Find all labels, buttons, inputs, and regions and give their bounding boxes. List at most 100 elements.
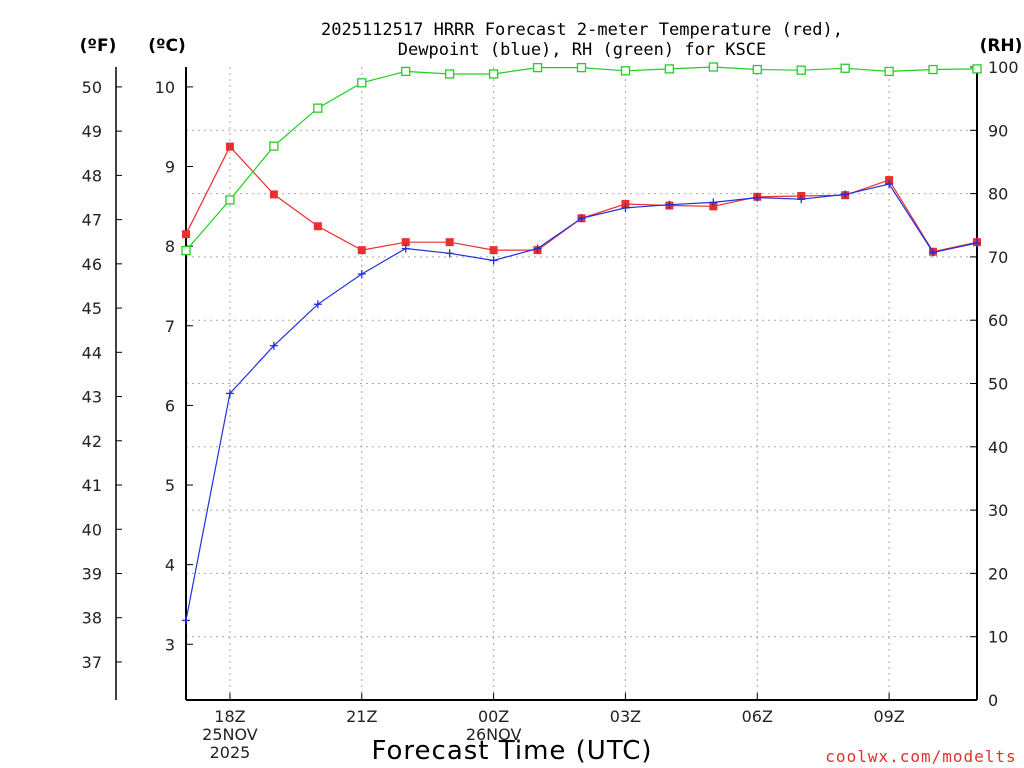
rh-tick-label: 90 xyxy=(988,121,1008,140)
dewpoint-marker xyxy=(709,198,718,207)
rh-tick-label: 20 xyxy=(988,564,1008,583)
rh-marker xyxy=(445,69,455,79)
rh-tick-label: 50 xyxy=(988,375,1008,394)
celsius-tick-label: 4 xyxy=(165,556,175,575)
rh-tick-label: 0 xyxy=(988,691,998,710)
fahrenheit-tick-label: 43 xyxy=(82,388,102,407)
rh-unit-label: (RH) xyxy=(980,36,1023,56)
fahrenheit-tick-label: 42 xyxy=(82,432,102,451)
x-axis-label: Forecast Time (UTC) xyxy=(371,736,652,766)
rh-tick-label: 10 xyxy=(988,628,1008,647)
fahrenheit-tick-label: 39 xyxy=(82,564,102,583)
rh-marker xyxy=(269,141,279,151)
temperature-marker xyxy=(313,222,322,231)
fahrenheit-tick-label: 37 xyxy=(82,653,102,672)
temperature-marker xyxy=(489,246,498,255)
x-tick-label: 25NOV xyxy=(202,725,258,744)
x-tick-label: 18Z xyxy=(214,707,245,726)
rh-marker xyxy=(664,64,675,74)
rh-tick-label: 40 xyxy=(988,438,1008,457)
rh-marker xyxy=(620,66,631,76)
fahrenheit-tick-label: 46 xyxy=(82,255,102,274)
rh-marker xyxy=(401,66,411,77)
rh-tick-label: 70 xyxy=(988,248,1008,267)
rh-line xyxy=(185,66,978,251)
celsius-tick-label: 9 xyxy=(165,158,175,177)
x-tick-label: 09Z xyxy=(873,707,904,726)
temperature-marker xyxy=(401,238,410,247)
chart-title-line1: 2025112517 HRRR Forecast 2-meter Tempera… xyxy=(321,20,843,40)
x-tick-label: 2025 xyxy=(210,743,251,762)
fahrenheit-tick-label: 48 xyxy=(82,166,102,185)
celsius-tick-label: 10 xyxy=(155,78,175,97)
x-tick-label: 21Z xyxy=(346,707,377,726)
fahrenheit-tick-label: 47 xyxy=(82,211,102,230)
rh-marker xyxy=(752,64,762,75)
fahrenheit-tick-label: 41 xyxy=(82,476,102,495)
dewpoint-marker xyxy=(885,180,894,189)
rh-marker xyxy=(928,64,938,75)
rh-tick-label: 60 xyxy=(988,311,1008,330)
temperature-marker xyxy=(269,190,278,199)
celsius-unit-label: (ºC) xyxy=(148,36,186,56)
fahrenheit-unit-label: (ºF) xyxy=(80,36,117,56)
rh-marker xyxy=(532,62,543,73)
dewpoint-marker xyxy=(841,190,850,199)
dewpoint-marker xyxy=(489,256,498,265)
rh-tick-label: 100 xyxy=(988,58,1019,77)
temperature-marker xyxy=(225,142,234,151)
fahrenheit-tick-label: 38 xyxy=(82,609,102,628)
credit-link[interactable]: coolwx.com/modelts xyxy=(825,747,1016,766)
fahrenheit-tick-label: 49 xyxy=(82,122,102,141)
grid-lines xyxy=(186,67,977,700)
dewpoint-marker xyxy=(269,341,278,350)
fahrenheit-tick-label: 50 xyxy=(82,78,102,97)
temperature-marker xyxy=(445,238,454,247)
dewpoint-marker xyxy=(973,238,981,247)
dewpoint-marker xyxy=(182,616,190,625)
rh-tick-label: 30 xyxy=(988,501,1008,520)
temperature-marker xyxy=(357,246,366,255)
rh-marker xyxy=(488,69,499,79)
dewpoint-marker xyxy=(533,244,542,253)
rh-marker xyxy=(225,195,235,205)
celsius-tick-label: 3 xyxy=(165,635,175,654)
fahrenheit-tick-label: 45 xyxy=(82,299,102,318)
rh-marker xyxy=(708,62,718,72)
dewpoint-marker xyxy=(401,244,410,253)
rh-marker xyxy=(576,62,587,73)
rh-marker xyxy=(796,65,806,75)
dewpoint-marker xyxy=(357,270,366,279)
dewpoint-marker xyxy=(225,389,234,398)
rh-marker xyxy=(884,66,894,77)
chart-title-line2: Dewpoint (blue), RH (green) for KSCE xyxy=(398,40,766,60)
celsius-tick-label: 6 xyxy=(165,396,175,415)
fahrenheit-tick-label: 44 xyxy=(82,343,102,362)
temperature-line xyxy=(185,145,978,253)
dewpoint-line xyxy=(185,183,978,621)
axes xyxy=(115,66,978,701)
x-tick-label: 26NOV xyxy=(466,725,522,744)
dewpoint-marker xyxy=(445,249,454,258)
dewpoint-marker xyxy=(313,300,322,309)
dewpoint-marker xyxy=(577,214,586,223)
rh-marker xyxy=(357,78,367,88)
dewpoint-marker xyxy=(665,200,674,209)
rh-marker xyxy=(181,245,191,256)
data-series xyxy=(181,62,982,625)
temperature-marker xyxy=(182,230,190,239)
rh-marker xyxy=(972,64,982,74)
x-tick-label: 00Z xyxy=(478,707,509,726)
fahrenheit-tick-label: 40 xyxy=(82,520,102,539)
dewpoint-marker xyxy=(797,195,806,204)
dewpoint-marker xyxy=(621,203,630,212)
rh-marker xyxy=(840,63,850,73)
dewpoint-marker xyxy=(929,248,938,257)
celsius-tick-label: 8 xyxy=(165,237,175,256)
x-tick-label: 03Z xyxy=(610,707,641,726)
rh-marker xyxy=(313,103,323,113)
rh-tick-label: 80 xyxy=(988,185,1008,204)
dewpoint-marker xyxy=(753,193,762,202)
tick-labels: 3738394041424344454647484950345678910010… xyxy=(82,58,1019,762)
